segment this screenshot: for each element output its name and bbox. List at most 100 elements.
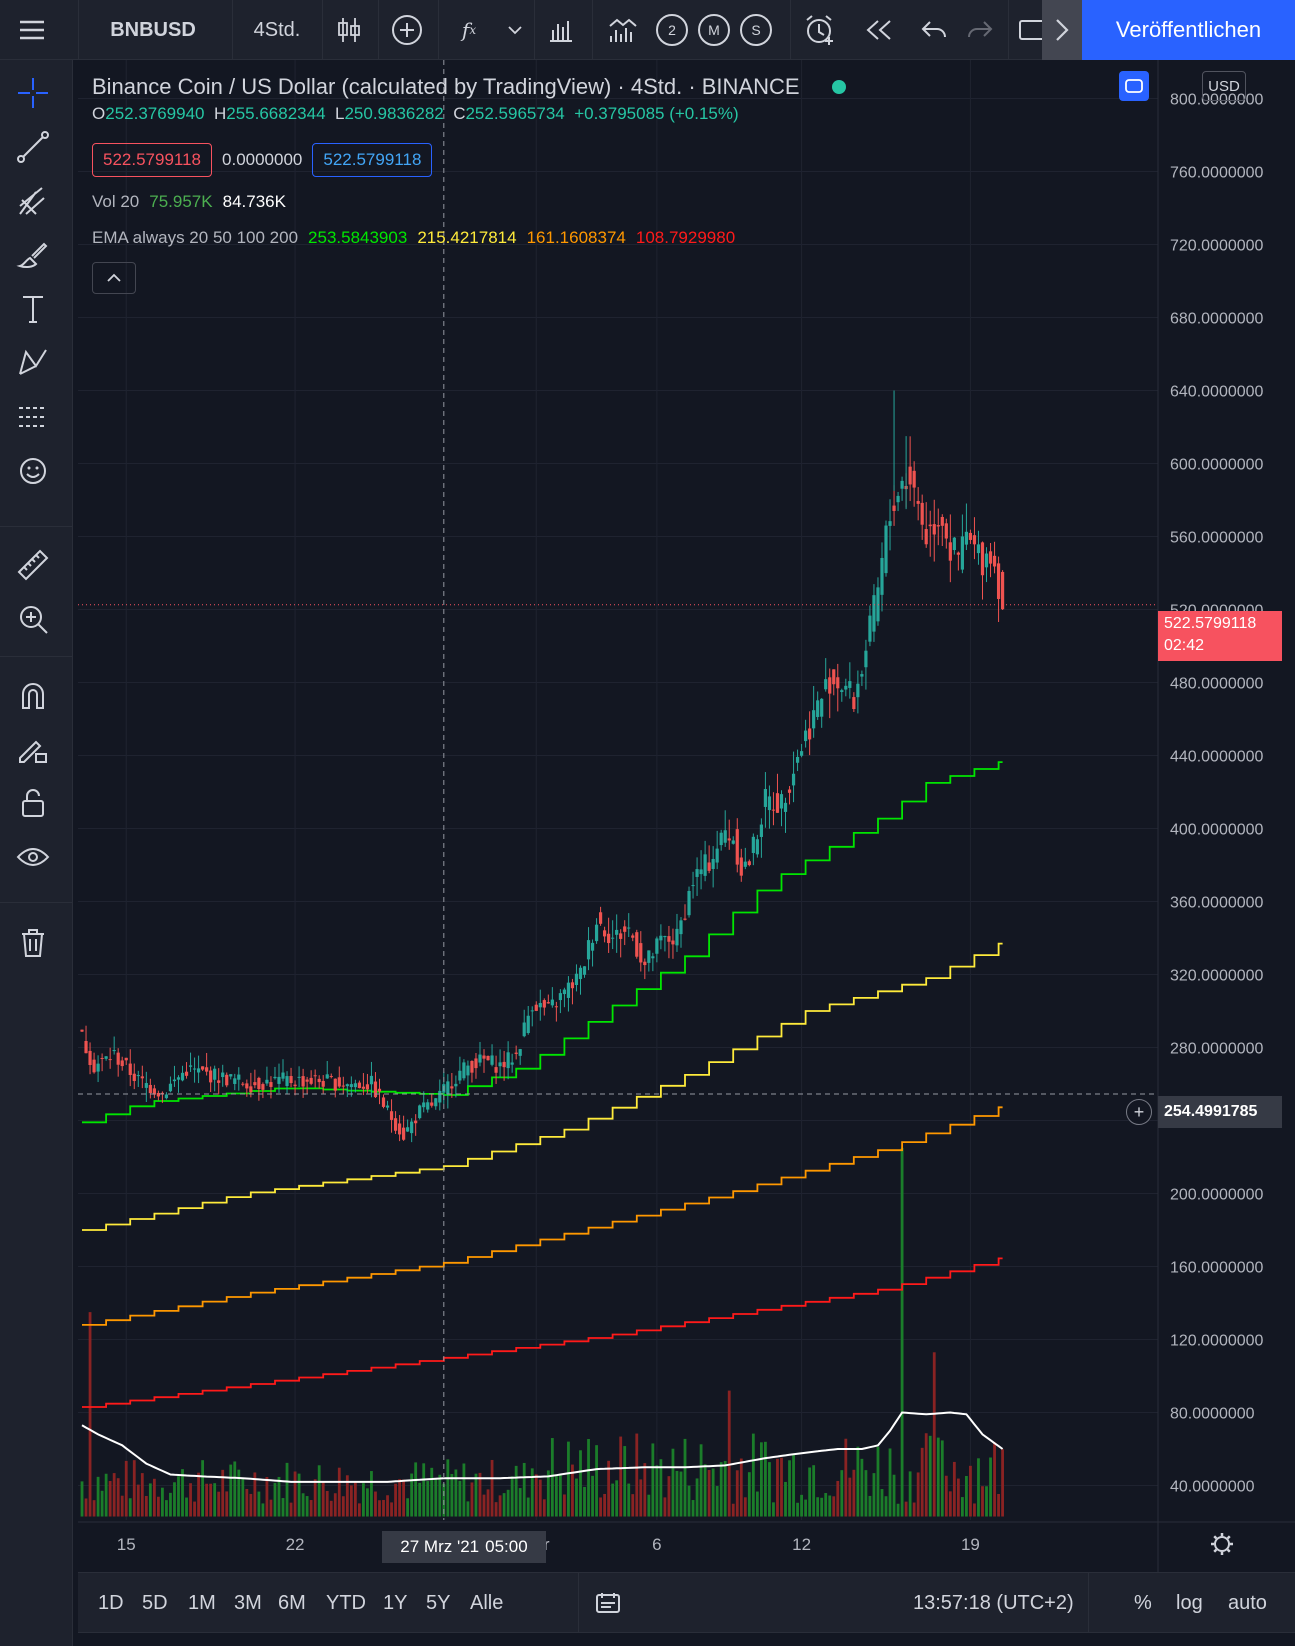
prediction-icon[interactable] — [12, 396, 54, 438]
volume-bar — [321, 1481, 325, 1517]
candle-body — [791, 773, 796, 786]
publish-button[interactable]: Veröffentlichen — [1082, 0, 1295, 60]
text-tool-icon[interactable] — [12, 288, 54, 330]
range-5d[interactable]: 5D — [142, 1591, 168, 1614]
ema20-value: 253.5843903 — [308, 228, 408, 247]
layout-m-button[interactable]: M — [694, 0, 734, 60]
trash-icon[interactable] — [12, 922, 54, 964]
volume-bar — [438, 1474, 442, 1517]
volume-bar — [691, 1500, 695, 1517]
volume-bar — [185, 1497, 188, 1517]
undo-icon[interactable] — [912, 0, 956, 60]
range-5y[interactable]: 5Y — [426, 1591, 451, 1614]
log-toggle[interactable]: log — [1176, 1591, 1203, 1614]
trend-line-icon[interactable] — [12, 126, 54, 168]
volume-bar — [969, 1465, 972, 1517]
volume-bar — [828, 1495, 832, 1517]
magnet-icon[interactable] — [12, 674, 54, 716]
buy-price-button[interactable]: 522.5799118 — [312, 143, 433, 177]
interval-button[interactable]: 4Std. — [232, 0, 322, 60]
volume-bar — [317, 1465, 321, 1517]
candle-body — [968, 532, 973, 540]
add-plus-icon[interactable]: + — [1126, 1099, 1152, 1125]
candle-body — [582, 966, 587, 975]
ema-label[interactable]: EMA always 20 50 100 200 — [92, 228, 299, 247]
emoji-icon[interactable] — [12, 450, 54, 492]
candle-body — [426, 1102, 430, 1110]
candle-body — [639, 943, 643, 963]
alarm-icon[interactable] — [796, 0, 844, 60]
candle-body — [249, 1086, 253, 1093]
compare-plus-icon[interactable] — [382, 0, 432, 60]
layout-s-button[interactable]: S — [736, 0, 776, 60]
zoom-in-icon[interactable] — [12, 598, 54, 640]
price-chart[interactable]: 800.0000000760.0000000720.0000000680.000… — [78, 60, 1295, 1572]
range-3m[interactable]: 3M — [234, 1591, 262, 1614]
sync-icon[interactable] — [1119, 71, 1149, 101]
volume-bar — [864, 1470, 868, 1517]
range-1d[interactable]: 1D — [98, 1591, 124, 1614]
candle-body — [964, 531, 969, 545]
range-1m[interactable]: 1M — [188, 1591, 216, 1614]
candle-body — [615, 929, 619, 935]
candle-body — [128, 1063, 132, 1075]
candle-body — [301, 1076, 305, 1087]
volume-bar — [434, 1478, 438, 1517]
x-tick-label: 6 — [652, 1535, 661, 1554]
volume-bar — [812, 1465, 816, 1517]
currency-button[interactable]: USD — [1202, 71, 1246, 101]
volume-bar — [398, 1479, 401, 1517]
range-ytd[interactable]: YTD — [326, 1591, 366, 1614]
redo-icon[interactable] — [958, 0, 1002, 60]
sell-price-button[interactable]: 522.5799118 — [92, 143, 213, 177]
volume-bar — [735, 1470, 739, 1517]
symbol-search-button[interactable]: BNBUSD — [78, 0, 228, 60]
chevron-down-icon[interactable] — [500, 0, 530, 60]
candle-body — [856, 683, 860, 698]
range-alle[interactable]: Alle — [470, 1591, 504, 1614]
y-tick-label: 320.0000000 — [1170, 968, 1264, 985]
volume-bar — [627, 1483, 631, 1517]
eye-icon[interactable] — [12, 836, 54, 878]
volume-bar — [454, 1469, 458, 1517]
candle-style-icon[interactable] — [326, 0, 372, 60]
percent-toggle[interactable]: % — [1134, 1591, 1152, 1614]
volume-label[interactable]: Vol 20 — [92, 192, 140, 211]
volume-bar — [289, 1502, 293, 1517]
goto-date-icon[interactable] — [578, 1573, 638, 1633]
candle-body — [747, 861, 751, 866]
candle-body — [623, 926, 627, 932]
range-1y[interactable]: 1Y — [383, 1591, 408, 1614]
lock-icon[interactable] — [12, 782, 54, 824]
templates-icon[interactable] — [600, 0, 646, 60]
ema100-value: 161.1608374 — [526, 228, 626, 247]
range-6m[interactable]: 6M — [278, 1591, 306, 1614]
ruler-icon[interactable] — [12, 544, 54, 586]
candle-body — [896, 495, 900, 503]
volume-bar — [257, 1491, 261, 1517]
clock-timezone[interactable]: 13:57:18 (UTC+2) — [913, 1591, 1074, 1614]
publish-arrow-icon[interactable] — [1042, 0, 1082, 60]
candle-body — [373, 1081, 378, 1098]
pattern-icon[interactable] — [12, 342, 54, 384]
auto-toggle[interactable]: auto — [1228, 1591, 1267, 1614]
volume-bar — [671, 1448, 675, 1517]
brush-icon[interactable] — [12, 234, 54, 276]
candle-body — [799, 751, 804, 756]
replay-icon[interactable] — [856, 0, 902, 60]
candle-body — [980, 542, 985, 576]
volume-bar — [337, 1467, 341, 1517]
menu-icon[interactable] — [10, 0, 54, 60]
layout-2-button[interactable]: 2 — [652, 0, 692, 60]
candle-body — [482, 1055, 486, 1059]
financials-icon[interactable] — [538, 0, 584, 60]
candle-body — [172, 1079, 177, 1082]
lock-drawings-pencil-icon[interactable] — [12, 728, 54, 770]
pitchfork-icon[interactable] — [12, 180, 54, 222]
candle-body — [844, 685, 848, 690]
crosshair-icon[interactable] — [12, 72, 54, 114]
volume-bar — [788, 1460, 791, 1517]
collapse-legend-button[interactable] — [92, 262, 136, 294]
volume-bar — [739, 1458, 743, 1517]
